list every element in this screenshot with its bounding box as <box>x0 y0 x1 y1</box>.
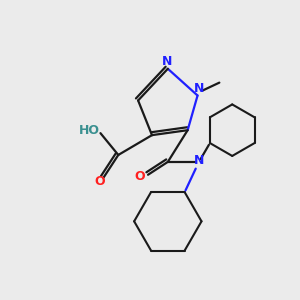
Text: HO: HO <box>79 124 100 137</box>
Text: N: N <box>162 55 172 68</box>
Text: O: O <box>135 170 146 183</box>
Text: N: N <box>194 154 205 167</box>
Text: O: O <box>94 175 105 188</box>
Text: N: N <box>194 82 205 95</box>
